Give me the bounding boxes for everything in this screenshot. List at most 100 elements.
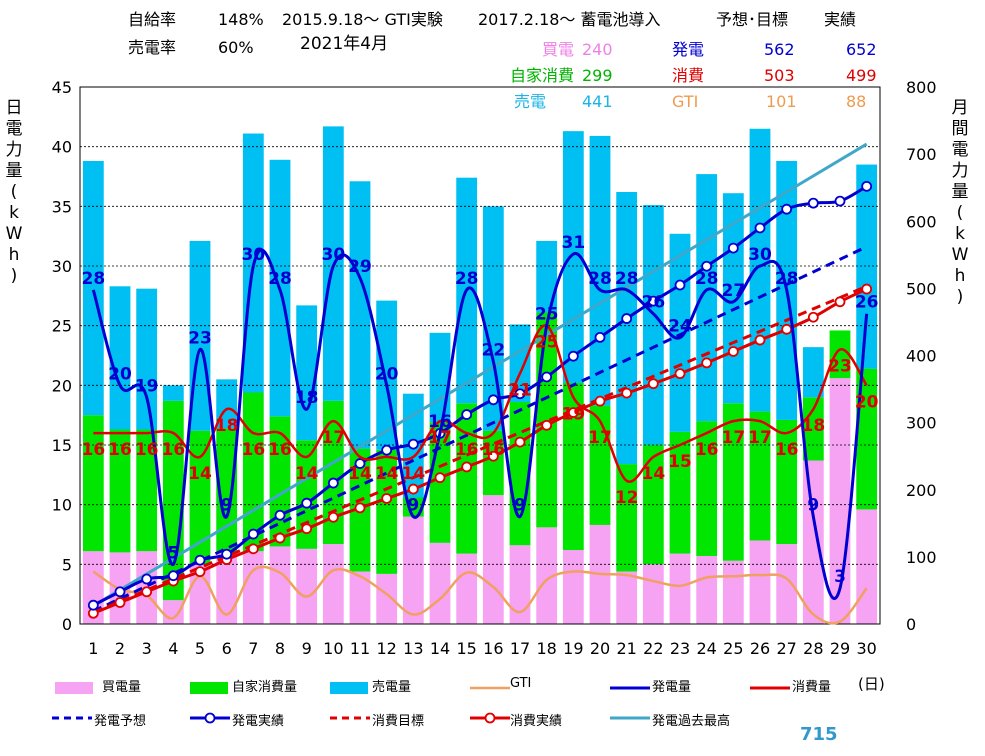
bar-buy [429, 542, 451, 624]
gen-data-label: 24 [668, 317, 692, 337]
bar-sell [136, 288, 158, 430]
cons-data-label: 14 [401, 464, 425, 484]
bar-buy [642, 564, 664, 624]
cons-data-label: 17 [321, 428, 345, 448]
x-tick-label: 6 [222, 639, 232, 658]
gen-actual-marker [834, 195, 846, 207]
gen-actual-marker [167, 570, 179, 582]
cons-actual-marker [274, 532, 286, 544]
right-tick-label: 0 [906, 615, 916, 634]
x-tick-label: 8 [275, 639, 285, 658]
gen-record-line [92, 142, 868, 608]
bar-self-consumption [376, 449, 398, 574]
cons-actual-marker [461, 461, 473, 473]
gti-actual-value: 88 [846, 92, 867, 111]
bar-sell [482, 206, 504, 431]
gen-actual-marker [754, 222, 766, 234]
bar-buy [402, 516, 424, 624]
cons-actual-marker [354, 502, 366, 514]
x-tick-label: 5 [195, 639, 205, 658]
gen-data-label: 28 [695, 269, 719, 289]
bar-buy [802, 460, 824, 624]
bar-self-consumption [776, 419, 798, 545]
left-tick-label: 5 [62, 555, 72, 574]
bar-self-consumption [216, 428, 238, 553]
cons-actual-marker [381, 493, 393, 504]
legend-sell-swatch [330, 682, 368, 694]
gen-actual-value: 652 [846, 40, 877, 59]
bar-buy [696, 555, 718, 624]
x-tick-label: 9 [302, 639, 312, 658]
x-tick-label: 13 [403, 639, 423, 658]
x-tick-label: 12 [376, 639, 396, 658]
bar-buy [349, 571, 371, 624]
cons-data-label: 17 [721, 428, 745, 448]
bar-buy [509, 545, 531, 624]
cons-data-label: 16 [241, 440, 265, 460]
gen-actual-marker [621, 313, 633, 324]
cons-actual-marker [647, 378, 659, 390]
gen-actual-marker [567, 350, 579, 362]
gti-line [92, 565, 868, 625]
cons-actual-marker [194, 566, 206, 578]
bar-sell [429, 332, 451, 423]
bar-buy [376, 573, 398, 624]
gen-actual-marker [514, 388, 526, 400]
x-tick-label: 20 [590, 639, 610, 658]
sell-ratio-label: 売電率 [128, 38, 177, 57]
forecast-target-label: 予想･目標 [716, 10, 789, 29]
gen-actual-marker [221, 548, 233, 560]
cons-data-label: 16 [695, 440, 719, 460]
gen-actual-marker [594, 331, 606, 343]
cons-data-label: 17 [588, 428, 612, 448]
daily-gen-line [91, 248, 869, 600]
cons-data-label: 16 [455, 440, 479, 460]
gen-data-label: 19 [135, 376, 159, 396]
bar-sell [616, 192, 638, 465]
cons-data-label: 18 [215, 416, 239, 436]
gen-data-label: 9 [407, 496, 419, 516]
gen-data-label: 26 [855, 293, 879, 313]
cons-actual-marker [514, 436, 526, 448]
bar-self-consumption [242, 392, 264, 552]
legend-cons-actual-marker [484, 712, 496, 724]
gen-data-label: 20 [375, 364, 399, 384]
bar-self-consumption [562, 382, 584, 551]
bar-buy [722, 560, 744, 624]
gen-data-label: 26 [641, 293, 665, 313]
bar-self-consumption [669, 431, 691, 554]
cons-data-label: 14 [188, 464, 212, 484]
right-tick-label: 700 [906, 145, 937, 164]
bar-buy [162, 600, 184, 624]
cons-data-label: 16 [775, 440, 799, 460]
gen-actual-marker [487, 394, 499, 406]
cons-actual-marker [114, 597, 126, 608]
daily-cons-line [93, 324, 868, 483]
gen-actual-marker [194, 554, 206, 566]
bar-self-consumption [136, 429, 158, 552]
legend-cons-label: 消費量 [792, 680, 832, 695]
bar-self-consumption [856, 368, 878, 510]
gen-target-value: 562 [764, 40, 795, 59]
cons-actual-marker [674, 368, 686, 380]
bar-buy [296, 548, 318, 624]
bar-self-consumption [322, 400, 344, 545]
x-tick-label: 27 [776, 639, 796, 658]
left-tick-label: 10 [52, 496, 72, 515]
cons-data-label: 19 [561, 404, 585, 424]
gen-actual-marker [727, 242, 739, 254]
gen-actual-marker [114, 586, 126, 598]
x-tick-label: 28 [803, 639, 823, 658]
x-tick-label: 7 [248, 639, 258, 658]
bar-buy [482, 495, 504, 624]
bar-self-consumption [456, 403, 478, 554]
cons-data-label: 23 [828, 357, 852, 377]
x-tick-label: 17 [510, 639, 530, 658]
x-tick-label: 3 [142, 639, 152, 658]
cons-data-label: 20 [855, 392, 879, 412]
cons-actual-marker [594, 395, 606, 407]
left-tick-label: 35 [52, 197, 72, 216]
cons-data-label: 16 [108, 440, 132, 460]
